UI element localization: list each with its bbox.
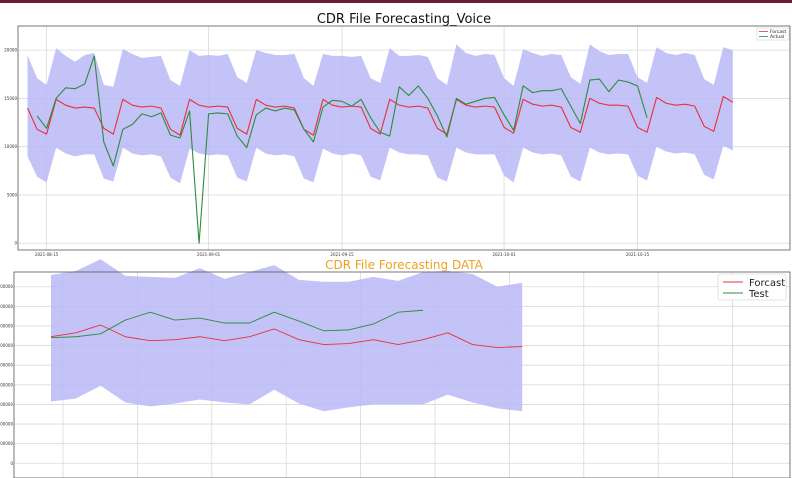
top-accent-bar bbox=[0, 0, 792, 3]
voice-legend: Forcast Actual bbox=[756, 27, 790, 41]
data-y-tick-label: 400000 bbox=[0, 422, 13, 427]
voice-y-tick-label: 15000 bbox=[4, 96, 17, 101]
voice-y-tick-label: 5000 bbox=[7, 192, 18, 197]
voice-legend-actual-label: Actual bbox=[770, 34, 784, 40]
voice-tick-labels: 2021-08-15 2021-09-01 2021-09-15 2021-10-01… bbox=[4, 48, 649, 257]
voice-chart-title: CDR File Forecasting_Voice bbox=[317, 12, 491, 27]
data-y-tick-label: 1800000 bbox=[0, 284, 13, 289]
data-series-test-line bbox=[50, 309, 424, 339]
voice-y-tick-label: 20000 bbox=[4, 48, 17, 53]
data-plot-frame bbox=[13, 271, 791, 478]
data-y-tick-label: 1400000 bbox=[0, 323, 13, 328]
data-y-tick-label: 1200000 bbox=[0, 343, 13, 348]
data-series-forcast-line bbox=[50, 324, 523, 348]
data-tick-labels: 0 200000 400000 600000 800000 1000000 1200000 1… bbox=[0, 284, 13, 466]
voice-x-tick-label: 2021-09-01 bbox=[197, 252, 221, 257]
voice-series-lines bbox=[27, 55, 734, 244]
voice-y-tick-label: 0 bbox=[14, 241, 17, 246]
data-confidence-band bbox=[51, 259, 523, 412]
data-y-tick-label: 1600000 bbox=[0, 304, 13, 309]
data-chart: CDR File Forecasting DATA 0 200000 400000 6… bbox=[0, 258, 791, 478]
voice-plot-frame bbox=[17, 25, 791, 251]
data-legend: Forcast Test bbox=[717, 273, 787, 301]
voice-x-tick-label: 2021-09-15 bbox=[330, 252, 354, 257]
voice-band-area bbox=[27, 44, 733, 184]
data-band-area bbox=[51, 259, 523, 412]
voice-x-tick-label: 2021-10-15 bbox=[626, 252, 650, 257]
data-series-lines bbox=[50, 309, 523, 348]
data-y-tick-label: 800000 bbox=[0, 382, 13, 387]
voice-legend-forcast-label: Forcast bbox=[770, 29, 787, 35]
voice-y-tick-label: 10000 bbox=[4, 144, 17, 149]
voice-series-actual-line bbox=[36, 55, 648, 244]
data-legend-test-label: Test bbox=[748, 289, 769, 300]
data-y-tick-label: 600000 bbox=[0, 402, 13, 407]
voice-confidence-band bbox=[27, 44, 733, 184]
data-y-tick-label: 200000 bbox=[0, 441, 13, 446]
data-y-tick-label: 0 bbox=[10, 461, 13, 466]
voice-x-tick-label: 2021-10-01 bbox=[492, 252, 516, 257]
voice-legend-box bbox=[756, 27, 790, 41]
voice-series-forcast-line bbox=[27, 95, 734, 136]
voice-chart: CDR File Forecasting_Voice 2021-08-15 202… bbox=[4, 12, 791, 257]
voice-x-tick-label: 2021-08-15 bbox=[35, 252, 59, 257]
data-chart-title: CDR File Forecasting DATA bbox=[325, 258, 484, 272]
data-legend-forcast-label: Forcast bbox=[749, 278, 785, 289]
data-y-tick-label: 1000000 bbox=[0, 363, 13, 368]
